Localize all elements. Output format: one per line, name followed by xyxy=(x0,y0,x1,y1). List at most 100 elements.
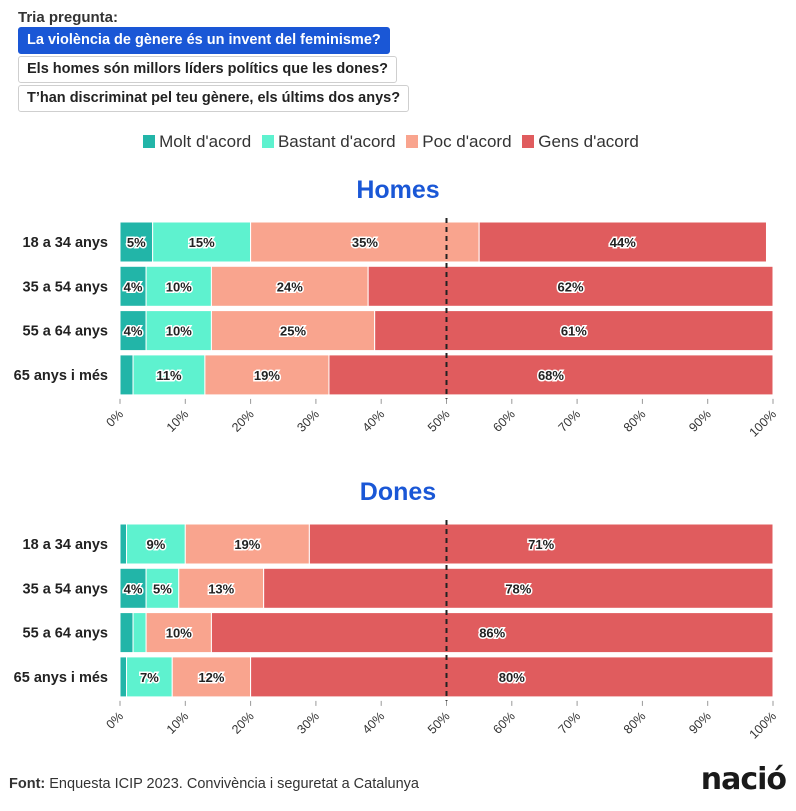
x-tick-label: 70% xyxy=(556,407,584,435)
bar-gens-d-acord xyxy=(210,612,774,654)
x-tick-label: 10% xyxy=(164,407,192,435)
bar-bastant-d-acord xyxy=(132,612,147,654)
legend-swatch-poc-acord xyxy=(406,135,419,148)
bar-gens-d-acord xyxy=(328,354,774,396)
bar-molt-d-acord xyxy=(119,612,134,654)
x-tick-label: 90% xyxy=(686,407,714,435)
bar-poc-d-acord xyxy=(250,221,480,263)
legend-label-gens-acord: Gens d'acord xyxy=(538,132,639,151)
bar-poc-d-acord xyxy=(178,567,265,609)
x-tick-label: 30% xyxy=(294,709,322,737)
data-label: 10% xyxy=(166,279,192,294)
bar-poc-d-acord xyxy=(204,354,330,396)
source-footer: Font: Enquesta ICIP 2023. Convivència i … xyxy=(9,776,419,792)
data-label: 19% xyxy=(234,537,260,552)
x-tick-label: 30% xyxy=(294,407,322,435)
legend-item-bastant-acord[interactable]: Bastant d'acord xyxy=(261,132,396,152)
data-label: 5% xyxy=(153,581,172,596)
question-option-3[interactable]: T’han discriminat pel teu gènere, els úl… xyxy=(18,85,410,112)
data-label: 10% xyxy=(166,324,192,339)
x-tick-label: 100% xyxy=(747,709,780,742)
bar-bastant-d-acord xyxy=(126,523,186,565)
x-tick-label: 0% xyxy=(103,407,126,430)
stacked-bar-charts: Homes 18 a 34 anys 5% 15% 35% 44% 35 a 54 anys… xyxy=(14,176,779,742)
legend-item-poc-acord[interactable]: Poc d'acord xyxy=(406,132,512,152)
legend-label-bastant-acord: Bastant d'acord xyxy=(277,132,396,151)
data-label: 44% xyxy=(610,235,636,250)
bar-poc-d-acord xyxy=(210,265,369,307)
x-tick-label: 80% xyxy=(621,709,649,737)
chart-title-homes: Homes xyxy=(356,176,439,204)
chart-dones: Dones 18 a 34 anys 9% 19% 71% 35 a 54 anys 4% 5… xyxy=(14,478,779,742)
x-tick-label: 50% xyxy=(425,407,453,435)
bar-molt-d-acord xyxy=(119,567,147,609)
data-label: 78% xyxy=(505,581,531,596)
data-label: 61% xyxy=(561,324,587,339)
category-label: 18 a 34 anys xyxy=(23,537,108,553)
data-label: 11% xyxy=(156,368,182,383)
data-label: 80% xyxy=(499,670,525,685)
data-label: 24% xyxy=(277,279,303,294)
category-label: 35 a 54 anys xyxy=(23,279,108,295)
x-tick-label: 100% xyxy=(747,407,780,440)
question-option-2[interactable]: Els homes són millors líders polítics qu… xyxy=(18,56,397,83)
bar-molt-d-acord xyxy=(119,265,147,307)
legend-item-molt-acord[interactable]: Molt d'acord xyxy=(143,132,251,152)
bar-gens-d-acord xyxy=(250,656,774,698)
data-label: 5% xyxy=(127,235,146,250)
x-tick-label: 80% xyxy=(621,407,649,435)
data-label: 7% xyxy=(140,670,159,685)
bar-gens-d-acord xyxy=(374,310,774,352)
legend-label-poc-acord: Poc d'acord xyxy=(422,132,512,151)
x-tick-label: 90% xyxy=(686,709,714,737)
source-text: Enquesta ICIP 2023. Convivència i segure… xyxy=(45,776,419,792)
data-label: 35% xyxy=(352,235,378,250)
data-label: 12% xyxy=(198,670,224,685)
legend-item-gens-acord[interactable]: Gens d'acord xyxy=(522,132,639,152)
bar-gens-d-acord xyxy=(308,523,774,565)
data-label: 4% xyxy=(124,581,143,596)
x-tick-label: 10% xyxy=(164,709,192,737)
chart-homes: Homes 18 a 34 anys 5% 15% 35% 44% 35 a 54 anys… xyxy=(14,176,779,440)
chart-title-dones: Dones xyxy=(360,478,436,506)
bar-poc-d-acord xyxy=(210,310,376,352)
bar-gens-d-acord xyxy=(478,221,767,263)
bar-molt-d-acord xyxy=(119,354,134,396)
x-tick-label: 60% xyxy=(490,709,518,737)
question-selector: Tria pregunta: La violència de gènere és… xyxy=(18,9,410,114)
data-label: 19% xyxy=(254,368,280,383)
bar-bastant-d-acord xyxy=(145,310,212,352)
data-label: 25% xyxy=(280,324,306,339)
x-tick-label: 60% xyxy=(490,407,518,435)
data-label: 68% xyxy=(538,368,564,383)
category-label: 55 a 64 anys xyxy=(23,626,108,642)
bar-gens-d-acord xyxy=(367,265,774,307)
data-label: 86% xyxy=(479,626,505,641)
data-label: 62% xyxy=(558,279,584,294)
x-tick-label: 50% xyxy=(425,709,453,737)
legend-label-molt-acord: Molt d'acord xyxy=(159,132,252,151)
bar-bastant-d-acord xyxy=(132,354,206,396)
bar-molt-d-acord xyxy=(119,656,128,698)
x-tick-label: 0% xyxy=(103,709,126,732)
question-selector-label: Tria pregunta: xyxy=(18,9,119,26)
data-label: 4% xyxy=(124,324,143,339)
nacio-logo: nació xyxy=(700,762,787,797)
legend-swatch-molt-acord xyxy=(143,135,156,148)
x-tick-label: 40% xyxy=(360,709,388,737)
data-label: 13% xyxy=(208,581,234,596)
question-option-1[interactable]: La violència de gènere és un invent del … xyxy=(18,27,390,54)
bar-bastant-d-acord xyxy=(145,567,180,609)
category-label: 65 anys i més xyxy=(14,670,108,686)
bar-molt-d-acord xyxy=(119,523,128,565)
data-label: 10% xyxy=(166,626,192,641)
data-label: 4% xyxy=(124,279,143,294)
bar-gens-d-acord xyxy=(263,567,774,609)
data-label: 71% xyxy=(528,537,554,552)
x-tick-label: 40% xyxy=(360,407,388,435)
bar-bastant-d-acord xyxy=(126,656,173,698)
x-tick-label: 70% xyxy=(556,709,584,737)
chart-legend: Molt d'acord Bastant d'acord Poc d'acord… xyxy=(0,132,782,152)
x-tick-label: 20% xyxy=(229,709,257,737)
category-label: 35 a 54 anys xyxy=(23,581,108,597)
